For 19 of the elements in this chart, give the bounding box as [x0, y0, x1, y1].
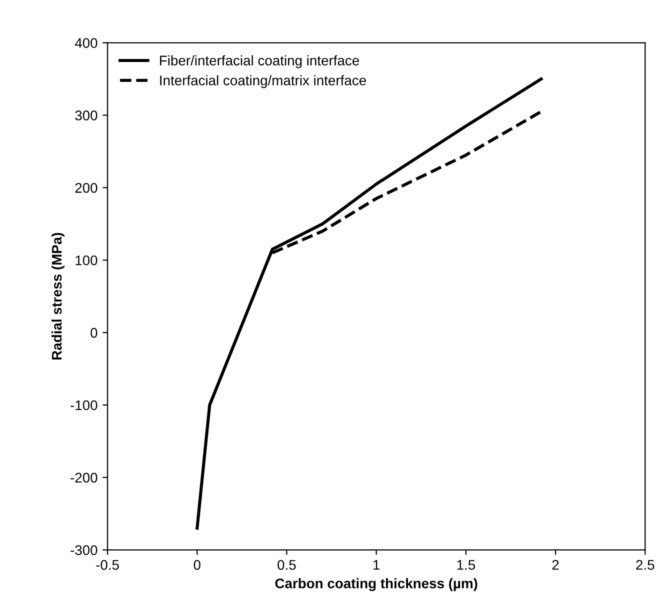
y-tick-label: -200: [70, 472, 98, 483]
x-tick-label: 0.5: [278, 560, 296, 570]
x-tick-label: 1.5: [457, 560, 475, 570]
y-tick-label: 200: [75, 183, 98, 193]
x-tick-label: 2: [552, 560, 559, 570]
y-tick-label: 100: [76, 255, 98, 266]
y-tick-label: 400: [74, 38, 98, 48]
x-tick-label: 1: [374, 560, 380, 570]
x-tick-label: -0.5: [96, 560, 119, 570]
y-tick-label: 300: [75, 110, 98, 120]
y-axis-title: Radial stress (MPa): [52, 232, 64, 360]
y-tick-label: -100: [70, 400, 98, 410]
x-axis-title: Carbon coating thickness (µm): [275, 578, 478, 592]
x-tick-label: 0: [194, 560, 200, 570]
legend-label: Fiber/interfacial coating interface: [160, 55, 360, 68]
y-tick-label: -300: [70, 545, 98, 556]
y-tick-label: 0: [90, 328, 98, 338]
legend-label: Interfacial coating/matrix interface: [160, 75, 366, 88]
x-tick-label: 2.5: [636, 560, 654, 570]
